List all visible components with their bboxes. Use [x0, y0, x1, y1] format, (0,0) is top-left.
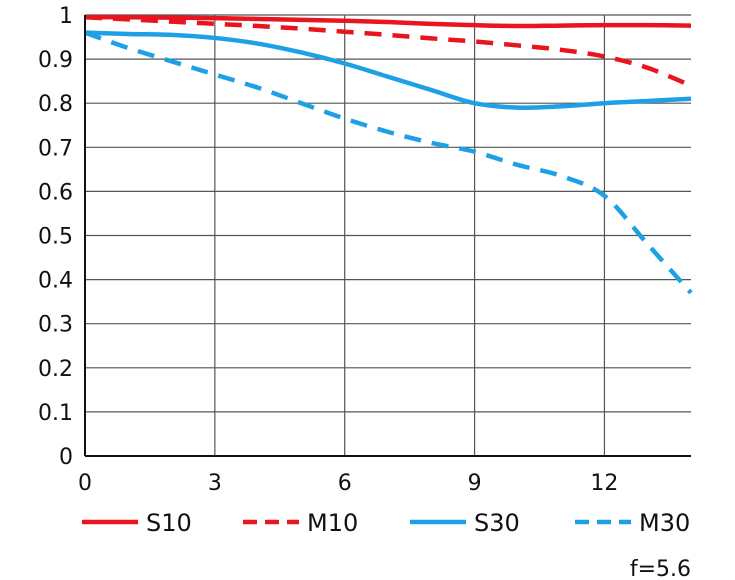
grid	[84, 14, 691, 457]
y-tick-label: 0.4	[38, 269, 73, 294]
legend-item-s30: S30	[410, 509, 520, 537]
legend-label: M10	[307, 509, 358, 537]
x-tick-label: 3	[208, 471, 222, 496]
y-axis-ticks: 0 0.1 0.2 0.3 0.4 0.5 0.6 0.7 0.8 0.9 1	[38, 4, 73, 470]
x-tick-label: 0	[78, 471, 92, 496]
x-tick-label: 12	[590, 471, 618, 496]
x-tick-label: 6	[338, 471, 352, 496]
y-tick-label: 0.6	[38, 180, 73, 205]
legend-label: S30	[474, 509, 520, 537]
series-line-s30	[84, 30, 692, 110]
y-tick-label: 0.9	[38, 48, 73, 73]
y-tick-label: 0	[59, 445, 73, 470]
series-line-s10	[84, 14, 692, 29]
y-tick-label: 0.2	[38, 357, 73, 382]
aperture-note: f=5.6	[630, 557, 691, 580]
y-tick-label: 1	[59, 4, 73, 29]
y-tick-label: 0.5	[38, 225, 73, 250]
plot-frame	[84, 15, 691, 457]
legend-item-s10: S10	[82, 509, 192, 537]
y-tick-label: 0.8	[38, 92, 73, 117]
x-axis-ticks: 0 3 6 9 12	[78, 471, 618, 496]
legend-item-m10: M10	[243, 509, 358, 537]
y-tick-label: 0.1	[38, 401, 73, 426]
y-tick-label: 0.3	[38, 313, 73, 338]
series-line-m10	[84, 14, 692, 88]
y-tick-label: 0.7	[38, 136, 73, 161]
legend: S10 M10 S30 M30	[82, 509, 690, 537]
legend-label: S10	[146, 509, 192, 537]
x-tick-label: 9	[468, 471, 482, 496]
series-lines	[84, 14, 693, 295]
series-line-m30	[84, 30, 693, 295]
legend-label: M30	[639, 509, 690, 537]
legend-item-m30: M30	[575, 509, 690, 537]
